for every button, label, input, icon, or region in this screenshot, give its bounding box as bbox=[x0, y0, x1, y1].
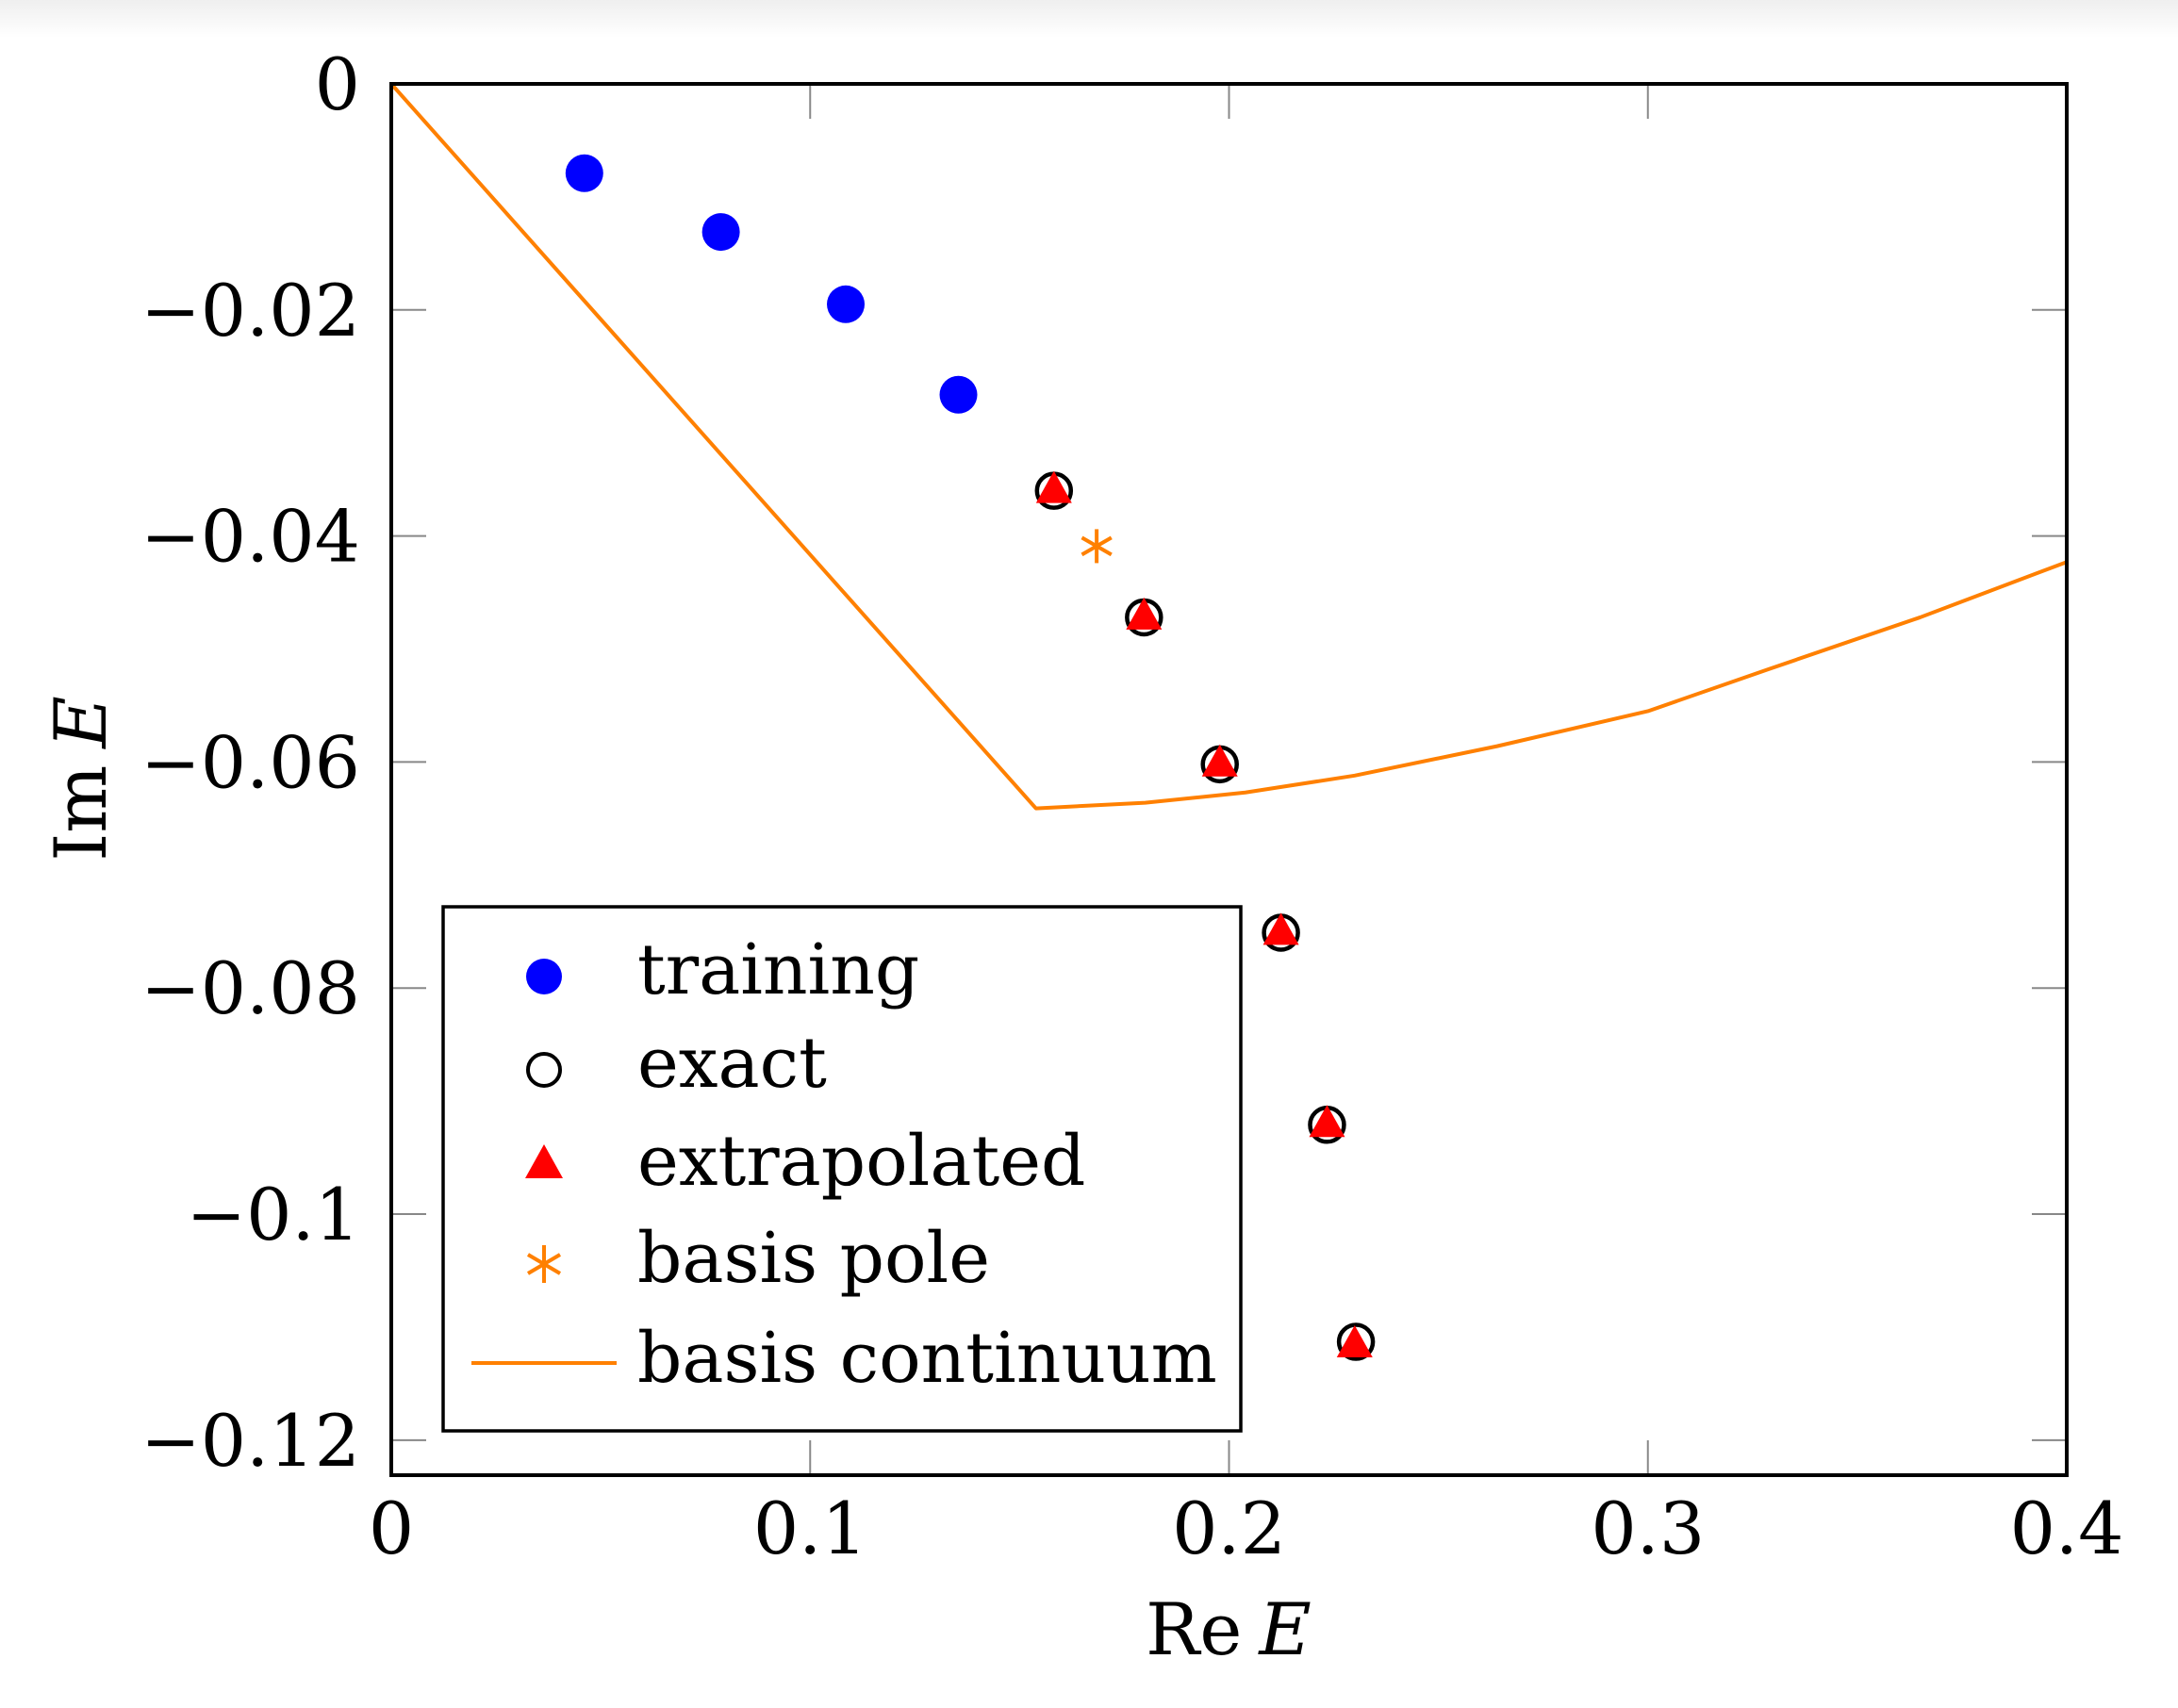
x-axis-label-symbol: E bbox=[1257, 1587, 1311, 1671]
basis-pole-point bbox=[1081, 529, 1113, 564]
legend-item-extrapolated: extrapolated bbox=[525, 1121, 1085, 1202]
training-point bbox=[939, 375, 978, 414]
extrapolated-point bbox=[1309, 1105, 1345, 1138]
legend-label-exact: exact bbox=[637, 1023, 827, 1104]
legend-item-exact: exact bbox=[526, 1023, 827, 1104]
extrapolated-point bbox=[1262, 912, 1299, 945]
y-tick-label: −0.06 bbox=[140, 720, 360, 804]
legend-marker-training bbox=[526, 959, 562, 994]
y-axis-label-symbol: E bbox=[39, 696, 123, 749]
legend: training exact extrapolated basis pole b… bbox=[441, 905, 1243, 1433]
tick-marks bbox=[391, 84, 2067, 1475]
x-tick-labels: 0 0.1 0.2 0.3 0.4 bbox=[369, 1486, 2124, 1570]
y-axis-label-prefix: Im bbox=[39, 765, 123, 862]
legend-label-basis-continuum: basis continuum bbox=[637, 1318, 1217, 1399]
legend-label-extrapolated: extrapolated bbox=[637, 1121, 1085, 1202]
legend-marker-basis-pole bbox=[526, 1245, 562, 1283]
legend-marker-exact bbox=[526, 1052, 562, 1088]
x-tick-label: 0 bbox=[369, 1486, 414, 1570]
y-tick-labels: 0 −0.02 −0.04 −0.06 −0.08 −0.1 −0.12 bbox=[140, 42, 360, 1483]
asterisk-stroke bbox=[1081, 535, 1113, 557]
x-tick-label: 0.3 bbox=[1591, 1486, 1705, 1570]
legend-item-basis-pole: basis pole bbox=[526, 1218, 990, 1299]
x-axis-label: Re E bbox=[1146, 1587, 1312, 1671]
series-training bbox=[565, 154, 978, 414]
y-tick-label: −0.1 bbox=[186, 1173, 360, 1256]
plot-area bbox=[391, 84, 2067, 1361]
extrapolated-point bbox=[1201, 744, 1238, 777]
training-point bbox=[827, 285, 866, 323]
exact-point bbox=[1336, 1322, 1376, 1361]
training-point bbox=[701, 213, 740, 252]
y-tick-label: −0.04 bbox=[140, 495, 360, 579]
series-basis-pole bbox=[1081, 529, 1113, 564]
y-tick-label: −0.08 bbox=[140, 946, 360, 1030]
x-tick-label: 0.2 bbox=[1172, 1486, 1286, 1570]
legend-marker-extrapolated bbox=[525, 1144, 563, 1178]
extrapolated-point bbox=[1336, 1325, 1373, 1358]
window-top-shadow bbox=[0, 0, 2178, 38]
y-tick-label: 0 bbox=[315, 42, 360, 126]
x-tick-label: 0.1 bbox=[753, 1486, 867, 1570]
y-tick-label: −0.12 bbox=[140, 1399, 360, 1483]
series-extrapolated bbox=[1035, 470, 1373, 1358]
legend-item-training: training bbox=[526, 929, 919, 1010]
legend-box bbox=[441, 905, 1243, 1433]
legend-item-basis-continuum: basis continuum bbox=[471, 1318, 1217, 1399]
x-axis-label-prefix: Re bbox=[1146, 1587, 1242, 1671]
training-point bbox=[565, 154, 603, 192]
series-basis-continuum bbox=[391, 84, 2067, 811]
basis-continuum-line bbox=[391, 84, 2067, 811]
x-tick-label: 0.4 bbox=[2010, 1486, 2124, 1570]
extrapolated-point bbox=[1035, 470, 1072, 503]
legend-label-training: training bbox=[637, 929, 919, 1010]
extrapolated-point bbox=[1126, 597, 1163, 630]
y-tick-label: −0.02 bbox=[140, 269, 360, 353]
legend-label-basis-pole: basis pole bbox=[637, 1218, 990, 1299]
y-axis-label: Im E bbox=[39, 696, 123, 862]
plot-frame bbox=[389, 82, 2069, 1477]
